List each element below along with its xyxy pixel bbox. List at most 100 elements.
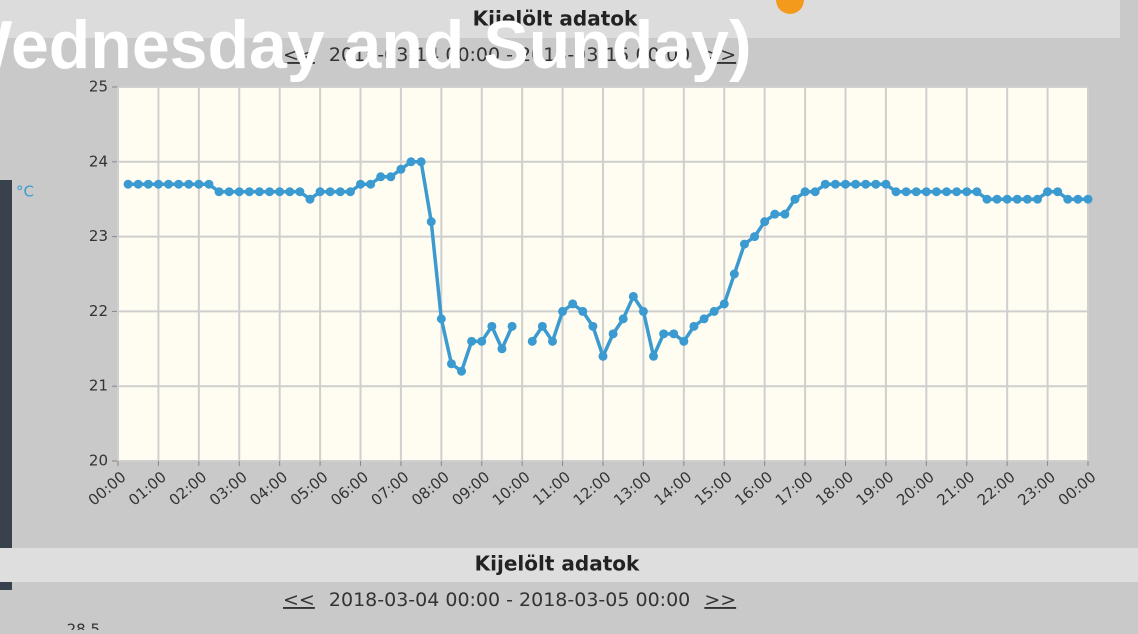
y-tick-label: 20 <box>89 452 108 470</box>
date-range: 2018-03-14 00:00 - 2018-03-15 00:00 <box>329 44 690 66</box>
point <box>487 321 497 331</box>
point <box>325 187 335 197</box>
point <box>851 179 861 189</box>
point <box>891 187 901 197</box>
point <box>406 157 416 167</box>
date-range: 2018-03-04 00:00 - 2018-03-05 00:00 <box>329 589 690 611</box>
point <box>366 179 376 189</box>
point <box>679 336 689 346</box>
next-chart-tick: 28.5 <box>67 621 100 631</box>
point <box>244 187 254 197</box>
point <box>153 179 163 189</box>
point <box>315 187 325 197</box>
point <box>265 187 275 197</box>
point <box>335 187 345 197</box>
point <box>457 366 467 376</box>
point <box>750 232 760 242</box>
point <box>305 194 315 204</box>
point <box>689 321 699 331</box>
point <box>1032 194 1042 204</box>
point <box>214 187 224 197</box>
point <box>618 314 628 324</box>
point <box>295 187 305 197</box>
point <box>254 187 264 197</box>
next-link[interactable]: >> <box>704 589 736 611</box>
point <box>830 179 840 189</box>
point <box>497 344 507 354</box>
point <box>234 187 244 197</box>
point <box>790 194 800 204</box>
point <box>588 321 598 331</box>
point <box>467 336 477 346</box>
prev-link[interactable]: << <box>283 589 315 611</box>
point <box>174 179 184 189</box>
point <box>841 179 850 189</box>
point <box>477 336 487 346</box>
point <box>628 291 638 301</box>
point <box>669 329 679 339</box>
y-tick-label: 23 <box>89 227 108 245</box>
point <box>396 164 406 174</box>
point <box>356 179 365 189</box>
point <box>436 314 446 324</box>
point <box>972 187 982 197</box>
y-tick-label: 25 <box>89 78 108 96</box>
point <box>871 179 881 189</box>
point <box>547 336 557 346</box>
point <box>143 179 153 189</box>
bottom-nav: << 2018-03-04 00:00 - 2018-03-05 00:00 >… <box>283 589 736 611</box>
point <box>386 172 396 182</box>
point <box>931 187 941 197</box>
next-link[interactable]: >> <box>704 44 736 66</box>
y-tick-label: 24 <box>89 152 108 170</box>
point <box>578 306 588 316</box>
point <box>1073 194 1083 204</box>
point <box>1053 187 1063 197</box>
point <box>204 179 214 189</box>
point <box>699 314 709 324</box>
prev-link[interactable]: << <box>283 44 315 66</box>
point <box>962 187 972 197</box>
point <box>376 172 386 182</box>
point <box>1063 194 1073 204</box>
point <box>942 187 952 197</box>
point <box>527 336 537 346</box>
point <box>598 351 608 361</box>
point <box>649 351 659 361</box>
orange-icon <box>776 0 804 14</box>
point <box>1002 194 1012 204</box>
y-unit-label: °C <box>16 183 34 201</box>
top-header <box>0 0 1120 38</box>
point <box>911 187 921 197</box>
point <box>800 187 810 197</box>
bottom-title: Kijelölt adatok <box>475 552 640 576</box>
point <box>133 179 143 189</box>
point <box>780 209 790 219</box>
point <box>446 359 456 369</box>
point <box>416 157 426 167</box>
point <box>1083 194 1093 204</box>
point <box>426 217 436 227</box>
point <box>659 329 669 339</box>
point <box>345 187 355 197</box>
point <box>275 187 285 197</box>
point <box>810 187 820 197</box>
point <box>608 329 618 339</box>
point <box>1012 194 1022 204</box>
overlay-title: Wednesday and Sunday) <box>0 7 752 83</box>
point <box>992 194 1002 204</box>
top-title: Kijelölt adatok <box>473 7 638 31</box>
point <box>729 269 739 279</box>
point <box>952 187 962 197</box>
point <box>760 217 770 227</box>
point <box>901 187 911 197</box>
point <box>507 321 517 331</box>
point <box>184 179 194 189</box>
point <box>739 239 749 249</box>
point <box>568 299 578 309</box>
y-tick-label: 21 <box>89 377 108 395</box>
point <box>881 179 891 189</box>
point <box>921 187 931 197</box>
